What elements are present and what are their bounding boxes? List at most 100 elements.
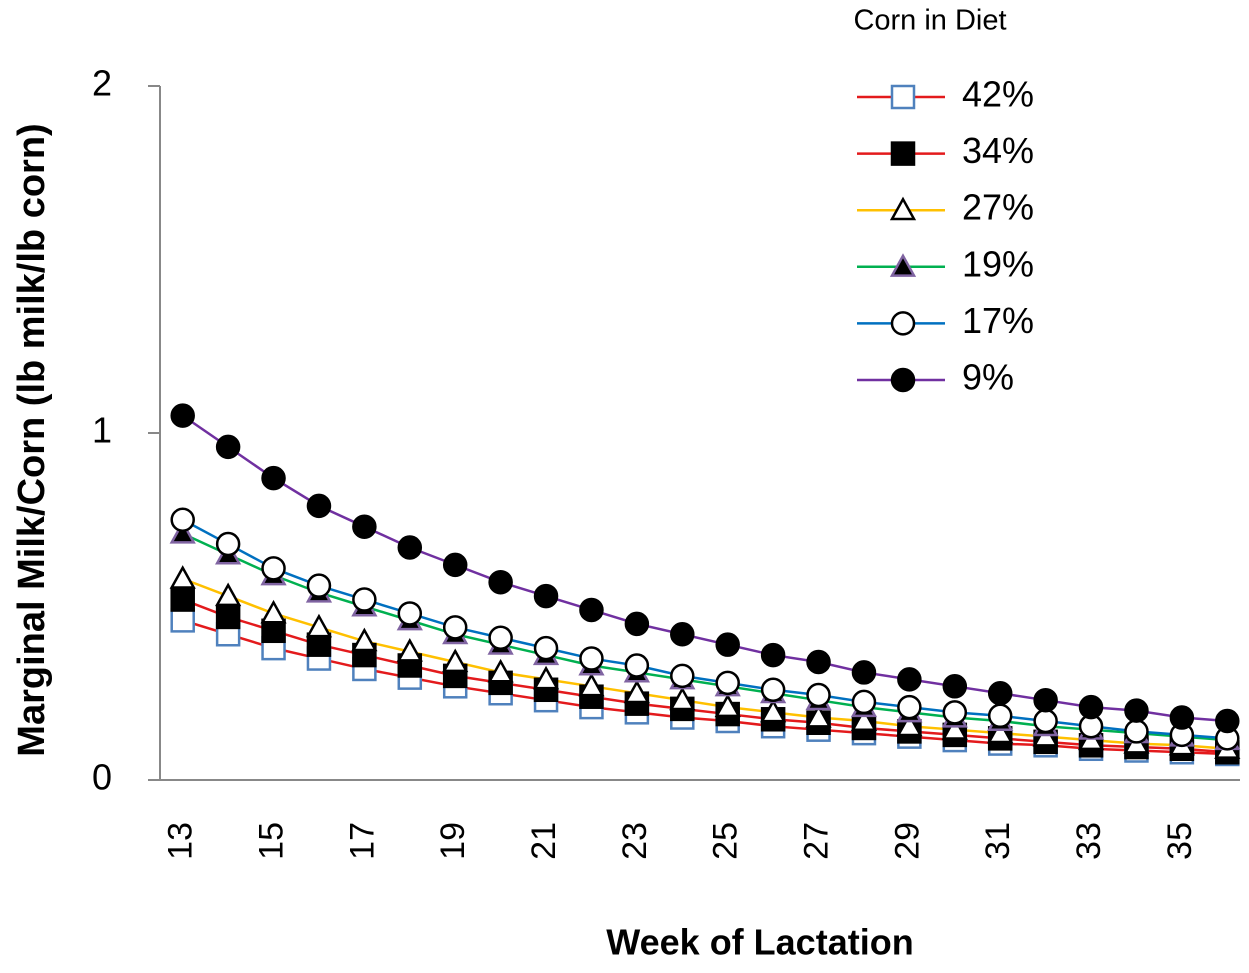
x-tick-label: 23 bbox=[616, 822, 654, 860]
marker bbox=[261, 465, 286, 491]
marker bbox=[987, 681, 1013, 706]
y-tick-label: 0 bbox=[92, 757, 112, 798]
marker bbox=[533, 635, 559, 661]
marker bbox=[1215, 708, 1240, 734]
marker bbox=[889, 196, 917, 221]
marker bbox=[624, 611, 650, 637]
marker bbox=[352, 587, 377, 612]
y-axis-title: Marginal Milk/Corn (lb milk/lb corn) bbox=[11, 123, 53, 756]
marker bbox=[890, 311, 916, 336]
marker bbox=[760, 677, 786, 703]
x-tick-label: 29 bbox=[888, 822, 926, 860]
x-tick-label: 33 bbox=[1070, 822, 1108, 860]
x-tick-label: 25 bbox=[707, 822, 745, 860]
x-tick-label: 31 bbox=[979, 822, 1017, 860]
marker bbox=[942, 700, 968, 725]
marker bbox=[897, 694, 922, 720]
legend-title: Corn in Diet bbox=[853, 5, 1006, 37]
x-tick-label: 35 bbox=[1161, 822, 1199, 860]
legend-label: 27% bbox=[962, 187, 1034, 228]
marker bbox=[850, 707, 878, 732]
x-tick-label: 15 bbox=[253, 822, 291, 860]
marker bbox=[1124, 719, 1149, 744]
y-tick-label: 1 bbox=[92, 410, 112, 451]
legend-label: 17% bbox=[962, 300, 1034, 341]
marker bbox=[488, 625, 513, 650]
marker bbox=[442, 648, 469, 673]
marker bbox=[578, 672, 605, 697]
marker bbox=[1033, 687, 1058, 713]
series-line bbox=[182, 532, 1228, 742]
marker bbox=[889, 253, 917, 277]
marker bbox=[442, 615, 468, 640]
marker bbox=[351, 627, 378, 652]
marker bbox=[487, 658, 514, 683]
marker bbox=[215, 531, 241, 557]
x-axis-title: Week of Lactation bbox=[606, 922, 913, 963]
marker bbox=[624, 653, 650, 678]
marker bbox=[170, 608, 195, 633]
marker bbox=[890, 84, 916, 110]
marker bbox=[261, 556, 286, 581]
marker bbox=[760, 698, 787, 723]
marker bbox=[397, 601, 423, 626]
marker bbox=[805, 703, 832, 728]
marker bbox=[396, 638, 423, 662]
marker bbox=[987, 719, 1014, 744]
legend-item: 34% bbox=[857, 130, 1034, 171]
marker bbox=[1124, 698, 1149, 723]
series-line bbox=[181, 414, 1228, 723]
x-tick-label: 17 bbox=[343, 822, 381, 860]
marker bbox=[623, 679, 650, 704]
marker bbox=[442, 552, 468, 578]
marker bbox=[169, 520, 196, 544]
marker bbox=[715, 670, 740, 696]
marker bbox=[851, 689, 877, 715]
marker bbox=[170, 587, 195, 612]
legend-item: 42% bbox=[857, 74, 1034, 115]
marker bbox=[670, 622, 695, 647]
marker bbox=[260, 599, 287, 624]
legend-item: 27% bbox=[857, 187, 1034, 228]
marker bbox=[579, 597, 604, 623]
marker bbox=[579, 646, 604, 671]
marker bbox=[760, 642, 786, 668]
marker bbox=[215, 582, 242, 607]
x-tick-label: 21 bbox=[525, 822, 563, 860]
marker bbox=[170, 403, 195, 428]
marker bbox=[352, 514, 377, 539]
x-tick-label: 27 bbox=[798, 822, 836, 860]
marker bbox=[397, 535, 423, 560]
marker bbox=[806, 649, 831, 675]
legend-label: 19% bbox=[962, 243, 1034, 284]
marker bbox=[169, 565, 196, 589]
legend-label: 42% bbox=[962, 74, 1034, 115]
marker bbox=[1033, 708, 1058, 734]
marker bbox=[890, 367, 916, 393]
x-tick-label: 13 bbox=[162, 822, 200, 860]
marker bbox=[942, 674, 968, 699]
legend-item: 9% bbox=[857, 357, 1014, 398]
marker bbox=[533, 583, 559, 609]
marker bbox=[488, 569, 513, 595]
marker bbox=[670, 663, 695, 689]
marker bbox=[215, 434, 241, 460]
marker bbox=[714, 693, 741, 718]
marker bbox=[987, 703, 1013, 729]
legend-label: 9% bbox=[962, 357, 1014, 398]
marker bbox=[532, 665, 560, 690]
marker bbox=[896, 712, 923, 737]
legend-item: 17% bbox=[857, 300, 1034, 341]
marker bbox=[941, 716, 968, 740]
marker bbox=[170, 507, 195, 532]
marker bbox=[305, 613, 333, 638]
marker bbox=[897, 667, 922, 692]
marker bbox=[890, 141, 916, 166]
x-tick-label: 19 bbox=[434, 822, 472, 860]
marker bbox=[669, 686, 696, 711]
marker bbox=[306, 573, 332, 598]
marker bbox=[851, 660, 877, 685]
marker bbox=[215, 604, 241, 630]
